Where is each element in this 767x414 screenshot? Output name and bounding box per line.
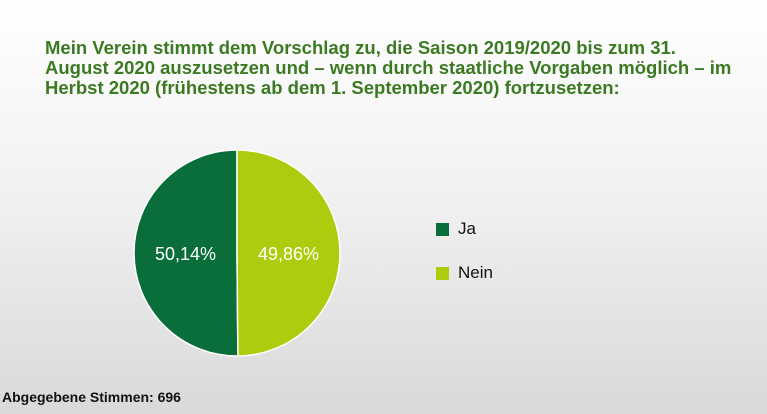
votes-count: Abgegebene Stimmen: 696 — [2, 389, 181, 405]
legend-label-ja: Ja — [458, 219, 476, 238]
legend-item-ja: Ja — [436, 218, 493, 240]
legend: Ja Nein — [436, 218, 493, 306]
pie-slices — [133, 149, 341, 357]
data-label-nein: 49,86% — [258, 244, 319, 264]
legend-swatch-ja — [436, 222, 449, 236]
data-label-ja: 50,14% — [155, 244, 216, 264]
chart-title: Mein Verein stimmt dem Vorschlag zu, die… — [45, 37, 732, 98]
legend-item-nein: Nein — [436, 262, 493, 284]
legend-label-nein: Nein — [458, 263, 493, 282]
pie-slice-ja — [133, 149, 239, 357]
pie-slice-nein — [236, 149, 341, 357]
pie-data-labels: 50,14% 49,86% — [155, 244, 319, 264]
legend-swatch-nein — [436, 266, 449, 280]
